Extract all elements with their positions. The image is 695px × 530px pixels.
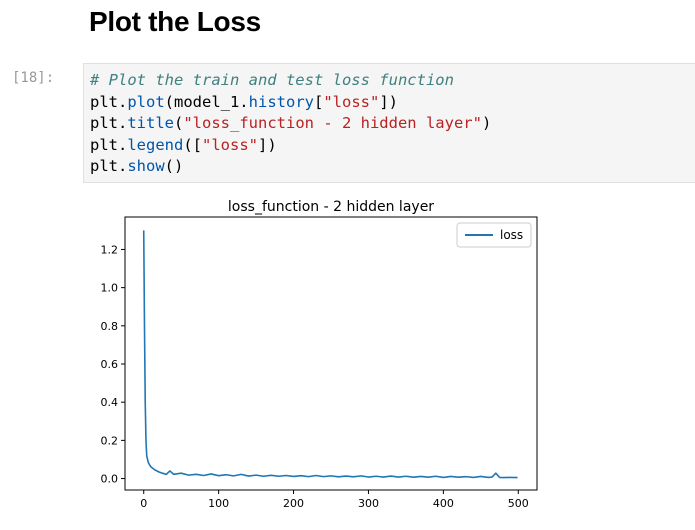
y-tick-label: 1.0 [101,282,119,295]
code-line-2: plt.plot(model_1.history["loss"]) [90,92,695,114]
code-token: history [248,92,314,111]
x-tick-label: 0 [140,497,147,510]
code-token: legend [127,135,184,154]
loss-series-line [142,230,518,479]
code-token: [ [313,92,324,111]
y-tick-label: 0.8 [101,320,119,333]
code-token: plt. [90,135,128,154]
section-heading: Plot the Loss [89,6,261,37]
code-line-1: # Plot the train and test loss function [90,70,695,92]
code-token: ]) [379,92,398,111]
code-string: "loss" [323,92,380,111]
x-tick-label: 300 [358,497,379,510]
chart-title: loss_function - 2 hidden layer [228,199,434,215]
legend-label: loss [500,228,523,242]
code-token: plt. [90,92,128,111]
x-tick-label: 400 [433,497,454,510]
code-token: ]) [258,135,277,154]
y-tick-label: 0.4 [101,396,119,409]
code-token: plt. [90,157,128,175]
code-token: show [127,157,165,175]
code-string: "loss_function - 2 hidden layer" [183,114,482,132]
cell-output: loss_function - 2 hidden layer 0 100 200 300… [83,190,543,525]
x-tick-label: 100 [208,497,229,510]
plot-frame [124,216,538,491]
code-token: () [164,157,184,175]
cell-prompt: [18]: [12,70,55,86]
code-token: ( [174,114,184,132]
y-tick-label: 0.2 [101,434,119,447]
x-tick-label: 200 [283,497,304,510]
code-token: ([ [183,135,202,154]
legend-box [456,222,532,248]
y-tick-label: 0.6 [101,358,119,371]
code-token: plt. [90,114,128,132]
code-token: plot [127,92,165,111]
x-tick-label: 500 [508,497,529,510]
code-line-5: plt.show() [90,156,695,178]
y-tick-label: 0.0 [101,473,119,486]
code-comment: # Plot the train and test loss function [90,71,454,89]
code-token: (model_1. [164,92,249,111]
loss-chart: loss_function - 2 hidden layer 0 100 200 300… [101,199,538,510]
code-token: title [127,114,174,132]
code-editor[interactable]: # Plot the train and test loss function p… [84,64,695,178]
code-string: "loss" [202,135,258,154]
code-token: ) [481,114,492,132]
code-line-4: plt.legend(["loss"]) [90,135,695,157]
code-line-3: plt.title("loss_function - 2 hidden laye… [90,113,695,135]
code-cell[interactable]: # Plot the train and test loss function p… [83,63,695,183]
y-tick-label: 1.2 [101,243,119,256]
